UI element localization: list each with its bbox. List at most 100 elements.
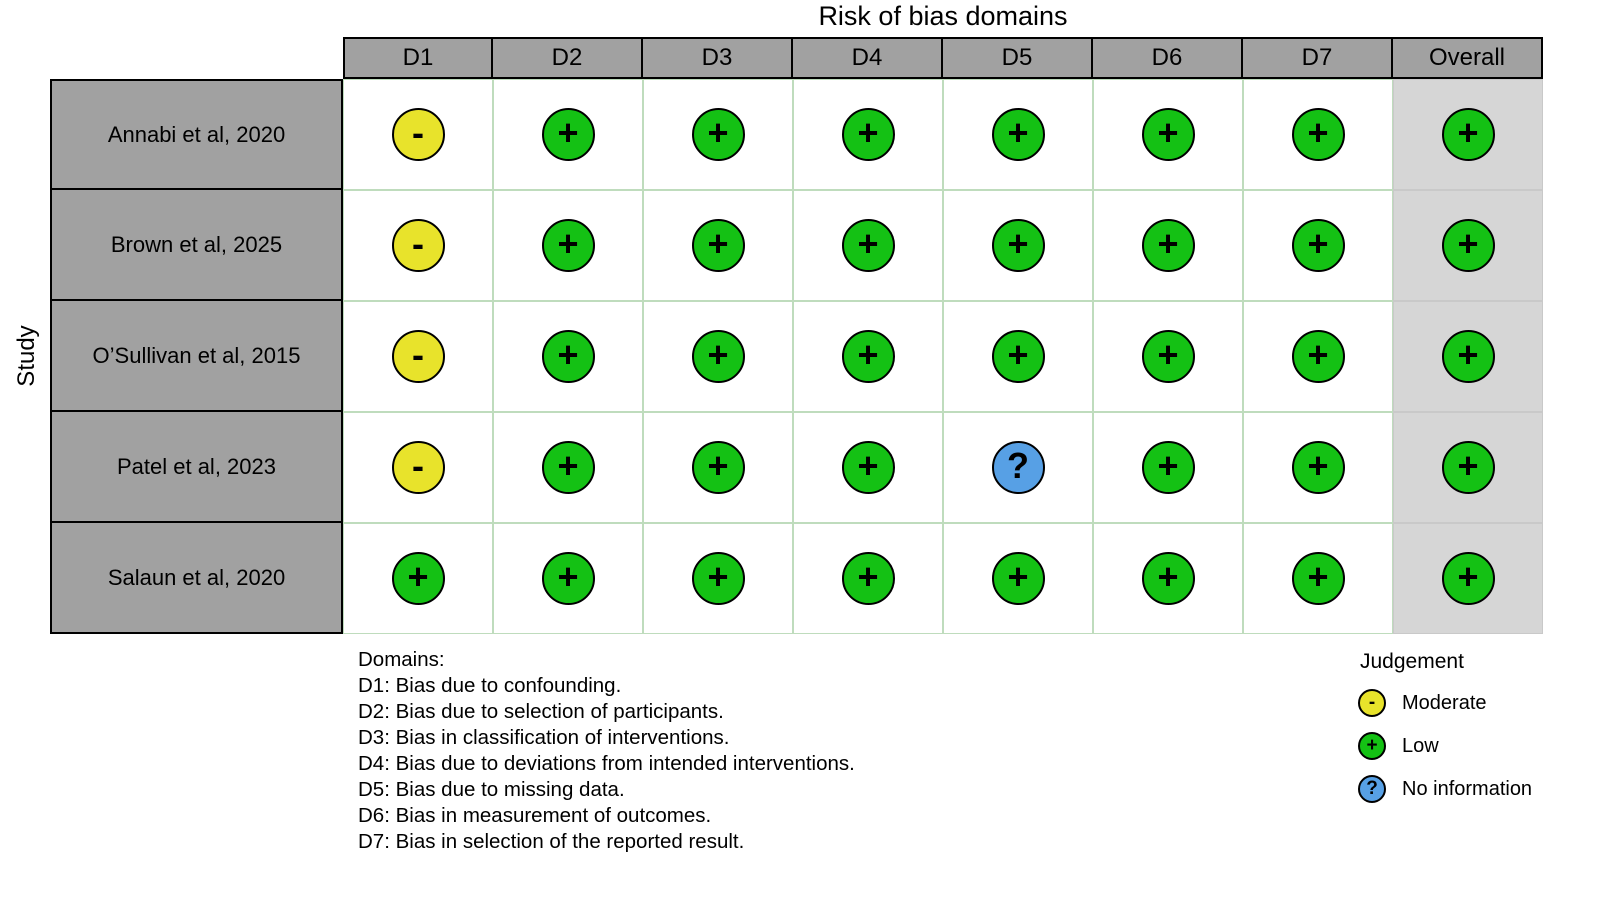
- judgement-circle-low: +: [1291, 219, 1345, 272]
- judgement-circle-low: +: [841, 441, 895, 494]
- footnotes-heading: Domains:: [358, 648, 445, 671]
- traffic-light-table: D1 D2 D3 D4 D5 D6 D7 Overall Annabi et al, 2020…: [50, 37, 1543, 634]
- column-header-d5: D5: [943, 37, 1093, 79]
- judgement-circle-low: +: [691, 441, 745, 494]
- legend-label: Low: [1402, 734, 1439, 757]
- legend-title: Judgement: [1360, 650, 1464, 673]
- judgement-cell-d4: +: [793, 79, 943, 190]
- judgement-circle-low: +: [541, 441, 595, 494]
- judgement-cell-d6: +: [1093, 79, 1243, 190]
- judgement-circle-low: +: [841, 219, 895, 272]
- judgement-circle-low: +: [541, 219, 595, 272]
- judgement-cell-d3: +: [643, 190, 793, 301]
- judgement-cell-overall: +: [1393, 79, 1543, 190]
- judgement-cell-d1: -: [343, 190, 493, 301]
- judgement-cell-d7: +: [1243, 79, 1393, 190]
- table-row: Annabi et al, 2020- + + + + + + +: [50, 79, 1543, 190]
- judgement-cell-d3: +: [643, 301, 793, 412]
- footnote-line: D2: Bias due to selection of participant…: [358, 700, 724, 723]
- legend-circle-no-information: ?: [1358, 775, 1386, 803]
- legend-label: Moderate: [1402, 691, 1487, 714]
- judgement-cell-d2: +: [493, 79, 643, 190]
- study-label: Annabi et al, 2020: [50, 79, 343, 190]
- judgement-cell-d7: +: [1243, 412, 1393, 523]
- judgement-circle-low: +: [691, 219, 745, 272]
- judgement-circle-low: +: [841, 552, 895, 605]
- judgement-cell-d4: +: [793, 301, 943, 412]
- judgement-circle-low: +: [1291, 552, 1345, 605]
- legend-item-low: + Low: [1358, 732, 1532, 760]
- footnote-line: D1: Bias due to confounding.: [358, 674, 622, 697]
- judgement-circle-moderate: -: [391, 219, 445, 272]
- legend-item-no-information: ? No information: [1358, 775, 1532, 803]
- judgement-circle-low: +: [1141, 552, 1195, 605]
- legend-items: - Moderate + Low? No information: [1358, 689, 1532, 803]
- judgement-circle-low: +: [691, 330, 745, 383]
- judgement-circle-low: +: [1441, 441, 1495, 494]
- judgement-circle-low: +: [991, 330, 1045, 383]
- domain-footnotes: Domains: D1: Bias due to confounding. D2:…: [358, 647, 855, 855]
- legend-label: No information: [1402, 777, 1533, 800]
- judgement-circle-low: +: [1441, 108, 1495, 161]
- table-row: Brown et al, 2025- + + + + + + +: [50, 190, 1543, 301]
- judgement-circle-low: +: [991, 219, 1045, 272]
- judgement-cell-d1: +: [343, 523, 493, 634]
- judgement-cell-overall: +: [1393, 301, 1543, 412]
- judgement-circle-low: +: [1291, 108, 1345, 161]
- judgement-circle-low: +: [691, 108, 745, 161]
- judgement-circle-low: +: [691, 552, 745, 605]
- footnote-line: D3: Bias in classification of interventi…: [358, 726, 730, 749]
- judgement-cell-d5: ?: [943, 412, 1093, 523]
- table-body: Annabi et al, 2020- + + + + + + + Brown et al, 2…: [50, 79, 1543, 634]
- column-header-d1: D1: [343, 37, 493, 79]
- judgement-circle-low: +: [841, 108, 895, 161]
- judgement-cell-overall: +: [1393, 190, 1543, 301]
- judgement-cell-d1: -: [343, 301, 493, 412]
- column-header-d2: D2: [493, 37, 643, 79]
- footnote-line: D7: Bias in selection of the reported re…: [358, 830, 745, 853]
- judgement-cell-d6: +: [1093, 190, 1243, 301]
- judgement-cell-d7: +: [1243, 523, 1393, 634]
- judgement-circle-low: +: [541, 108, 595, 161]
- judgement-cell-d3: +: [643, 523, 793, 634]
- column-header-overall: Overall: [1393, 37, 1543, 79]
- judgement-circle-low: +: [541, 552, 595, 605]
- judgement-cell-d7: +: [1243, 190, 1393, 301]
- judgement-cell-d2: +: [493, 301, 643, 412]
- column-header-d6: D6: [1093, 37, 1243, 79]
- judgement-circle-low: +: [1141, 219, 1195, 272]
- judgement-circle-low: +: [1141, 441, 1195, 494]
- judgement-circle-low: +: [391, 552, 445, 605]
- column-header-d4: D4: [793, 37, 943, 79]
- y-axis-label: Study: [13, 325, 40, 387]
- judgement-circle-no-information: ?: [991, 441, 1045, 494]
- judgement-cell-d1: -: [343, 79, 493, 190]
- footnote-line: D6: Bias in measurement of outcomes.: [358, 804, 712, 827]
- legend-item-moderate: - Moderate: [1358, 689, 1532, 717]
- judgement-circle-low: +: [1141, 330, 1195, 383]
- judgement-circle-low: +: [991, 108, 1045, 161]
- column-header-d3: D3: [643, 37, 793, 79]
- legend-circle-moderate: -: [1358, 689, 1386, 717]
- study-label: Patel et al, 2023: [50, 412, 343, 523]
- judgement-cell-d5: +: [943, 301, 1093, 412]
- judgement-cell-d4: +: [793, 523, 943, 634]
- judgement-cell-d1: -: [343, 412, 493, 523]
- judgement-cell-overall: +: [1393, 412, 1543, 523]
- legend: Judgement - Moderate + Low? No information: [1358, 650, 1532, 803]
- judgement-circle-moderate: -: [391, 330, 445, 383]
- judgement-cell-overall: +: [1393, 523, 1543, 634]
- study-label: O’Sullivan et al, 2015: [50, 301, 343, 412]
- judgement-circle-moderate: -: [391, 441, 445, 494]
- judgement-circle-low: +: [841, 330, 895, 383]
- footnote-line: D4: Bias due to deviations from intended…: [358, 752, 855, 775]
- judgement-cell-d5: +: [943, 523, 1093, 634]
- footnotes-lines: D1: Bias due to confounding. D2: Bias due…: [358, 673, 855, 855]
- judgement-cell-d5: +: [943, 79, 1093, 190]
- judgement-cell-d4: +: [793, 412, 943, 523]
- judgement-circle-low: +: [541, 330, 595, 383]
- judgement-cell-d4: +: [793, 190, 943, 301]
- judgement-cell-d6: +: [1093, 412, 1243, 523]
- judgement-circle-low: +: [991, 552, 1045, 605]
